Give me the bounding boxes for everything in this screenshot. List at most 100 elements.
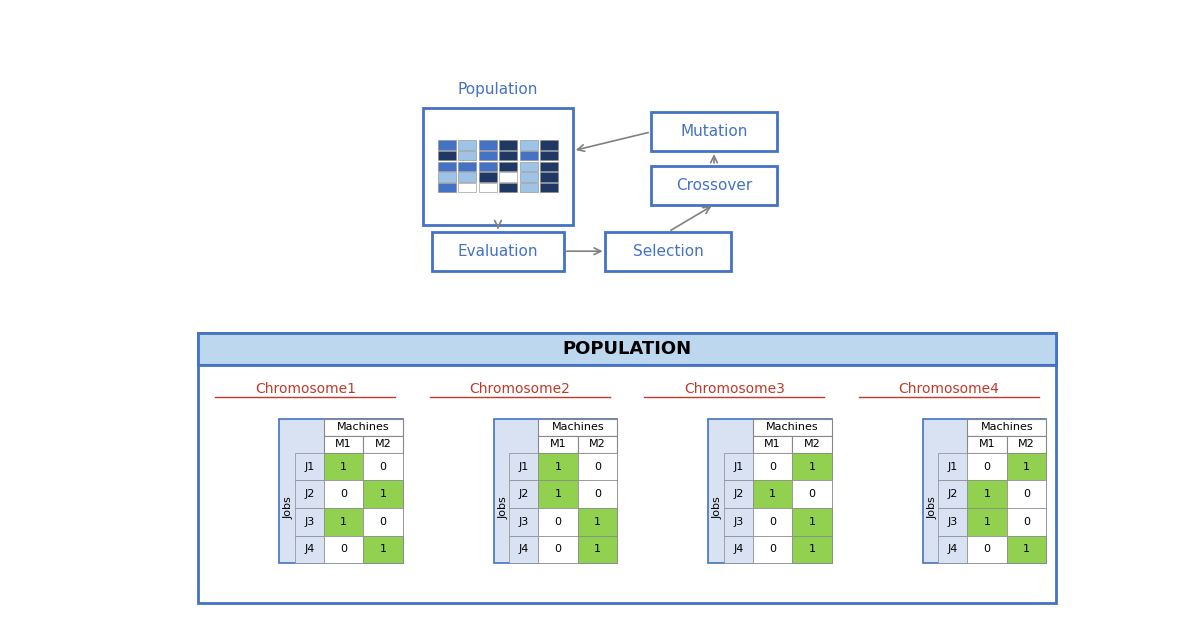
Text: 1: 1 <box>340 462 347 472</box>
Bar <box>540 151 558 161</box>
Text: 1: 1 <box>809 517 816 527</box>
Bar <box>324 480 364 508</box>
Bar <box>752 436 792 453</box>
Text: 0: 0 <box>1024 489 1030 499</box>
Text: 1: 1 <box>554 489 562 499</box>
Bar <box>538 419 618 436</box>
Text: 0: 0 <box>340 544 347 555</box>
Text: 1: 1 <box>809 544 816 555</box>
Text: 1: 1 <box>984 489 990 499</box>
Bar <box>364 508 403 536</box>
Bar <box>438 140 456 150</box>
Text: M2: M2 <box>1019 440 1034 449</box>
Text: 0: 0 <box>340 489 347 499</box>
Bar <box>578 453 618 480</box>
Bar <box>499 183 517 193</box>
Text: Chromosome2: Chromosome2 <box>469 382 570 396</box>
Bar <box>520 162 538 171</box>
Bar <box>198 333 1056 365</box>
Bar <box>520 183 538 193</box>
Bar <box>923 419 1046 563</box>
Text: Machines: Machines <box>337 423 390 432</box>
Text: J1: J1 <box>304 462 314 472</box>
Text: J4: J4 <box>733 544 744 555</box>
Text: Crossover: Crossover <box>676 178 752 193</box>
Bar <box>479 183 497 193</box>
Text: J3: J3 <box>518 517 529 527</box>
Text: 0: 0 <box>769 544 776 555</box>
Text: 1: 1 <box>379 544 386 555</box>
FancyBboxPatch shape <box>650 112 778 151</box>
Bar <box>752 508 792 536</box>
Text: 1: 1 <box>554 462 562 472</box>
FancyBboxPatch shape <box>432 232 564 271</box>
Bar <box>438 162 456 171</box>
Bar <box>295 480 324 508</box>
Bar <box>438 151 456 161</box>
Bar <box>509 453 538 480</box>
Bar <box>792 536 832 563</box>
Text: Jobs: Jobs <box>713 497 722 519</box>
Text: M1: M1 <box>979 440 995 449</box>
FancyBboxPatch shape <box>606 232 732 271</box>
Bar <box>479 162 497 171</box>
Bar <box>538 480 578 508</box>
Bar <box>458 172 476 182</box>
Bar <box>540 140 558 150</box>
Text: M1: M1 <box>335 440 352 449</box>
Bar <box>578 508 618 536</box>
Text: 0: 0 <box>984 544 990 555</box>
Bar <box>479 151 497 161</box>
Text: 0: 0 <box>554 544 562 555</box>
Bar <box>493 419 618 563</box>
Text: Mutation: Mutation <box>680 124 748 139</box>
Text: Evaluation: Evaluation <box>457 244 539 259</box>
Bar <box>499 172 517 182</box>
Bar <box>752 453 792 480</box>
Bar <box>509 480 538 508</box>
Bar <box>458 151 476 161</box>
Text: 1: 1 <box>809 462 816 472</box>
Text: Machines: Machines <box>766 423 818 432</box>
Bar <box>540 172 558 182</box>
Bar <box>724 508 752 536</box>
Bar <box>364 436 403 453</box>
Text: J4: J4 <box>948 544 958 555</box>
Bar <box>967 436 1007 453</box>
Text: 0: 0 <box>1024 517 1030 527</box>
Bar <box>538 453 578 480</box>
Bar <box>967 536 1007 563</box>
Text: 0: 0 <box>769 517 776 527</box>
Text: M2: M2 <box>374 440 391 449</box>
Text: J3: J3 <box>948 517 958 527</box>
Text: POPULATION: POPULATION <box>563 340 691 358</box>
Text: 1: 1 <box>1024 544 1030 555</box>
Bar <box>578 436 618 453</box>
Text: 1: 1 <box>379 489 386 499</box>
Text: 1: 1 <box>594 517 601 527</box>
Text: J2: J2 <box>518 489 529 499</box>
Bar <box>324 508 364 536</box>
Text: Jobs: Jobs <box>928 497 937 519</box>
Text: 0: 0 <box>984 462 990 472</box>
Bar <box>364 453 403 480</box>
Bar <box>752 419 832 436</box>
Bar <box>295 453 324 480</box>
Text: M2: M2 <box>804 440 821 449</box>
Bar <box>499 151 517 161</box>
Text: 1: 1 <box>984 517 990 527</box>
Bar <box>479 172 497 182</box>
Bar <box>1007 480 1046 508</box>
Bar <box>792 480 832 508</box>
Text: Machines: Machines <box>552 423 604 432</box>
Bar <box>438 183 456 193</box>
Text: J3: J3 <box>304 517 314 527</box>
Bar <box>1007 508 1046 536</box>
Bar <box>724 480 752 508</box>
Bar <box>509 508 538 536</box>
Bar <box>499 162 517 171</box>
Text: 0: 0 <box>809 489 816 499</box>
Bar <box>967 508 1007 536</box>
Bar <box>458 162 476 171</box>
FancyBboxPatch shape <box>424 108 574 225</box>
